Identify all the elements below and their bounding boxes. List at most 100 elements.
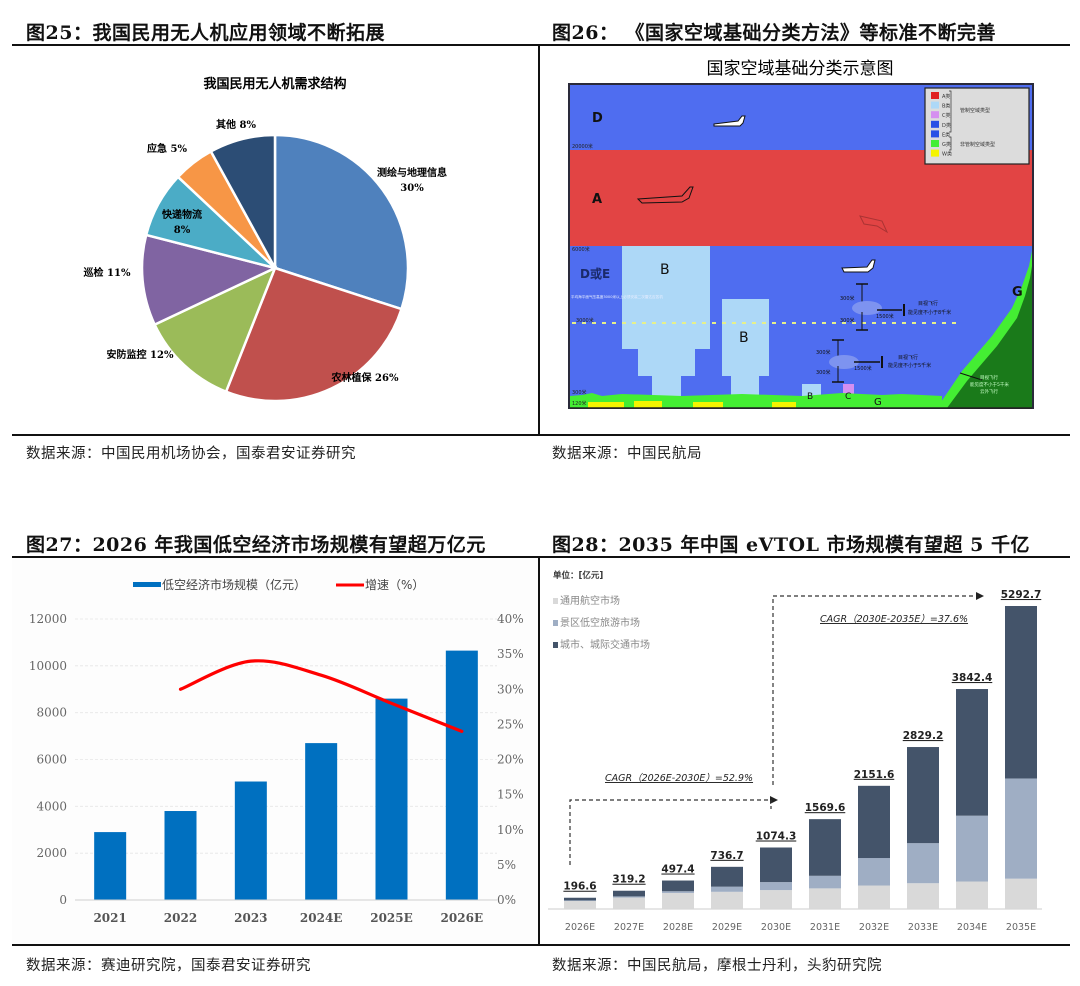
legend-bar-label: 低空经济市场规模（亿元）: [162, 577, 306, 592]
fig27-growth-line: [178, 659, 464, 733]
fig26-title: 图26： 《国家空域基础分类方法》等标准不断完善: [552, 22, 997, 44]
legend-swatch: [931, 101, 939, 109]
x-tick-label: 2026E: [441, 911, 484, 925]
legend-label: 通用航空市场: [560, 594, 620, 607]
fig26-diagram: 国家空域基础分类示意图 D A D或E B B B C G G: [542, 46, 1070, 434]
fig28-source: 数据来源：中国民航局，摩根士丹利，头豹研究院: [552, 958, 882, 974]
bar: [305, 743, 338, 900]
pie-value: 30%: [400, 183, 424, 194]
legend-swatch: [931, 120, 939, 128]
bar: [445, 650, 478, 900]
alt-6000: 6000米: [572, 246, 590, 253]
total-label: 1569.6: [805, 802, 846, 814]
fig27-chart: 低空经济市场规模（亿元） 增速（%） 0 2000 4000 6000 8000 1000…: [12, 558, 538, 944]
stack-segment: [956, 689, 988, 816]
fig28-chart: 单位：[亿元] 通用航空市场 景区低空旅游市场 城市、城际交通市场 196.6 319…: [542, 558, 1070, 944]
legend-swatch: [931, 130, 939, 138]
pie-label: 快递物流: [161, 208, 202, 221]
stack-segment: [907, 883, 939, 909]
fig27-bottom-rule: [12, 944, 540, 946]
pie-label: 应急 5%: [147, 142, 187, 155]
vfr2-text1: 目视飞行: [898, 354, 918, 361]
pie-labels: 测绘与地理信息 30% 农林植保 26% 安防监控 12% 巡检 11% 快递物流 8% 应急…: [84, 118, 447, 384]
y2-tick-label: 30%: [497, 682, 524, 696]
zone-label-c: C: [845, 392, 851, 402]
cagr-2030-2035: CAGR（2030E-2035E）=37.6%: [820, 613, 968, 625]
y2-tick-label: 0%: [497, 893, 516, 907]
fig28-unit: 单位：[亿元]: [553, 570, 603, 581]
y-tick-label: 0: [59, 893, 67, 907]
fighter-jet-icon: [859, 215, 889, 234]
pie-label: 巡检 11%: [84, 266, 131, 279]
x-tick-label: 2023: [234, 911, 267, 925]
zone-label-b2: B: [739, 330, 749, 346]
zone-g-ground: [570, 393, 942, 408]
stack-segment: [711, 886, 743, 892]
legend-label: B类: [942, 103, 950, 110]
pie-slice: [152, 265, 278, 394]
x-tick-label: 2026E: [565, 922, 595, 933]
stack-segment: [662, 891, 694, 893]
stack-segment: [858, 785, 890, 859]
x-tick-label: 2030E: [761, 922, 791, 933]
x-tick-label: 2033E: [908, 922, 938, 933]
x-tick-label: 2028E: [663, 922, 693, 933]
stack-segment: [613, 896, 645, 898]
stack-segment: [907, 747, 939, 844]
x-tick-label: 2035E: [1006, 922, 1036, 933]
x-tick-label: 2031E: [810, 922, 840, 933]
legend-label: D类: [942, 122, 951, 129]
total-label: 196.6: [563, 881, 596, 893]
fig28-top-rule: [540, 556, 1070, 558]
stack-segment: [809, 888, 841, 909]
alt-300: 300米: [572, 389, 587, 396]
stack-segment: [956, 881, 988, 909]
stack-segment: [1005, 606, 1037, 779]
total-label: 736.7: [710, 850, 743, 862]
vfr3-text1: 目视飞行: [980, 374, 998, 381]
y-tick-label: 10000: [29, 659, 67, 673]
x-tick-label: 2032E: [859, 922, 889, 933]
fig28-title: 图28：2035 年中国 eVTOL 市场规模有望超 5 千亿: [552, 534, 1030, 556]
fig26-source: 数据来源：中国民航局: [552, 446, 702, 462]
legend-swatch: [553, 620, 558, 626]
vfr1-text2: 能见度不小于8千米: [908, 309, 951, 316]
bar: [164, 811, 197, 900]
y-tick-label: 8000: [36, 706, 67, 720]
fig27-title: 图27：2026 年我国低空经济市场规模有望超万亿元: [26, 534, 486, 556]
fig27-gridlines: [75, 618, 497, 854]
stack-segment: [956, 815, 988, 882]
airliner-icon: [636, 186, 694, 204]
panel-divider: [538, 44, 540, 436]
vfr2-v2: 300米: [816, 369, 831, 376]
y2-tick-label: 15%: [497, 788, 524, 802]
x-tick-label: 2025E: [370, 911, 413, 925]
bar: [234, 781, 267, 900]
stack-segment: [1005, 778, 1037, 879]
fig28-axis: 2026E 2027E 2028E 2029E 2030E 2031E 2032E 2033E…: [548, 908, 1042, 933]
vfr1-text1: 目视飞行: [918, 300, 938, 307]
x-tick-label: 2029E: [712, 922, 742, 933]
fig25-title: 图25：我国民用无人机应用领域不断拓展: [26, 22, 385, 44]
fig25-chart: 我国民用无人机需求结构 测绘与地理信息 30% 农林植保 26% 安防监控 12% 巡检…: [12, 46, 538, 434]
legend-swatch: [931, 111, 939, 119]
fig27-bars: [94, 650, 478, 900]
bar: [94, 832, 127, 900]
zone-b2: [722, 299, 769, 408]
zone-label-b3: B: [807, 392, 813, 402]
pie-label: 安防监控 12%: [107, 348, 174, 361]
stack-segment: [1005, 878, 1037, 909]
fig25-source: 数据来源：中国民用机场协会，国泰君安证券研究: [26, 446, 356, 462]
fig25-chart-title: 我国民用无人机需求结构: [203, 76, 346, 92]
stack-segment: [809, 875, 841, 889]
bar: [375, 698, 408, 900]
legend-bar-swatch: [133, 582, 161, 587]
vfr2-text2: 能见度不小于5千米: [888, 362, 931, 369]
fig27-top-rule: [12, 556, 540, 558]
legend-swatch: [931, 92, 939, 99]
vfr2-h: 1500米: [854, 365, 872, 372]
spacecraft-icon: [713, 115, 746, 127]
legend-label: 景区低空旅游市场: [560, 616, 640, 629]
growth-line: [178, 659, 464, 733]
